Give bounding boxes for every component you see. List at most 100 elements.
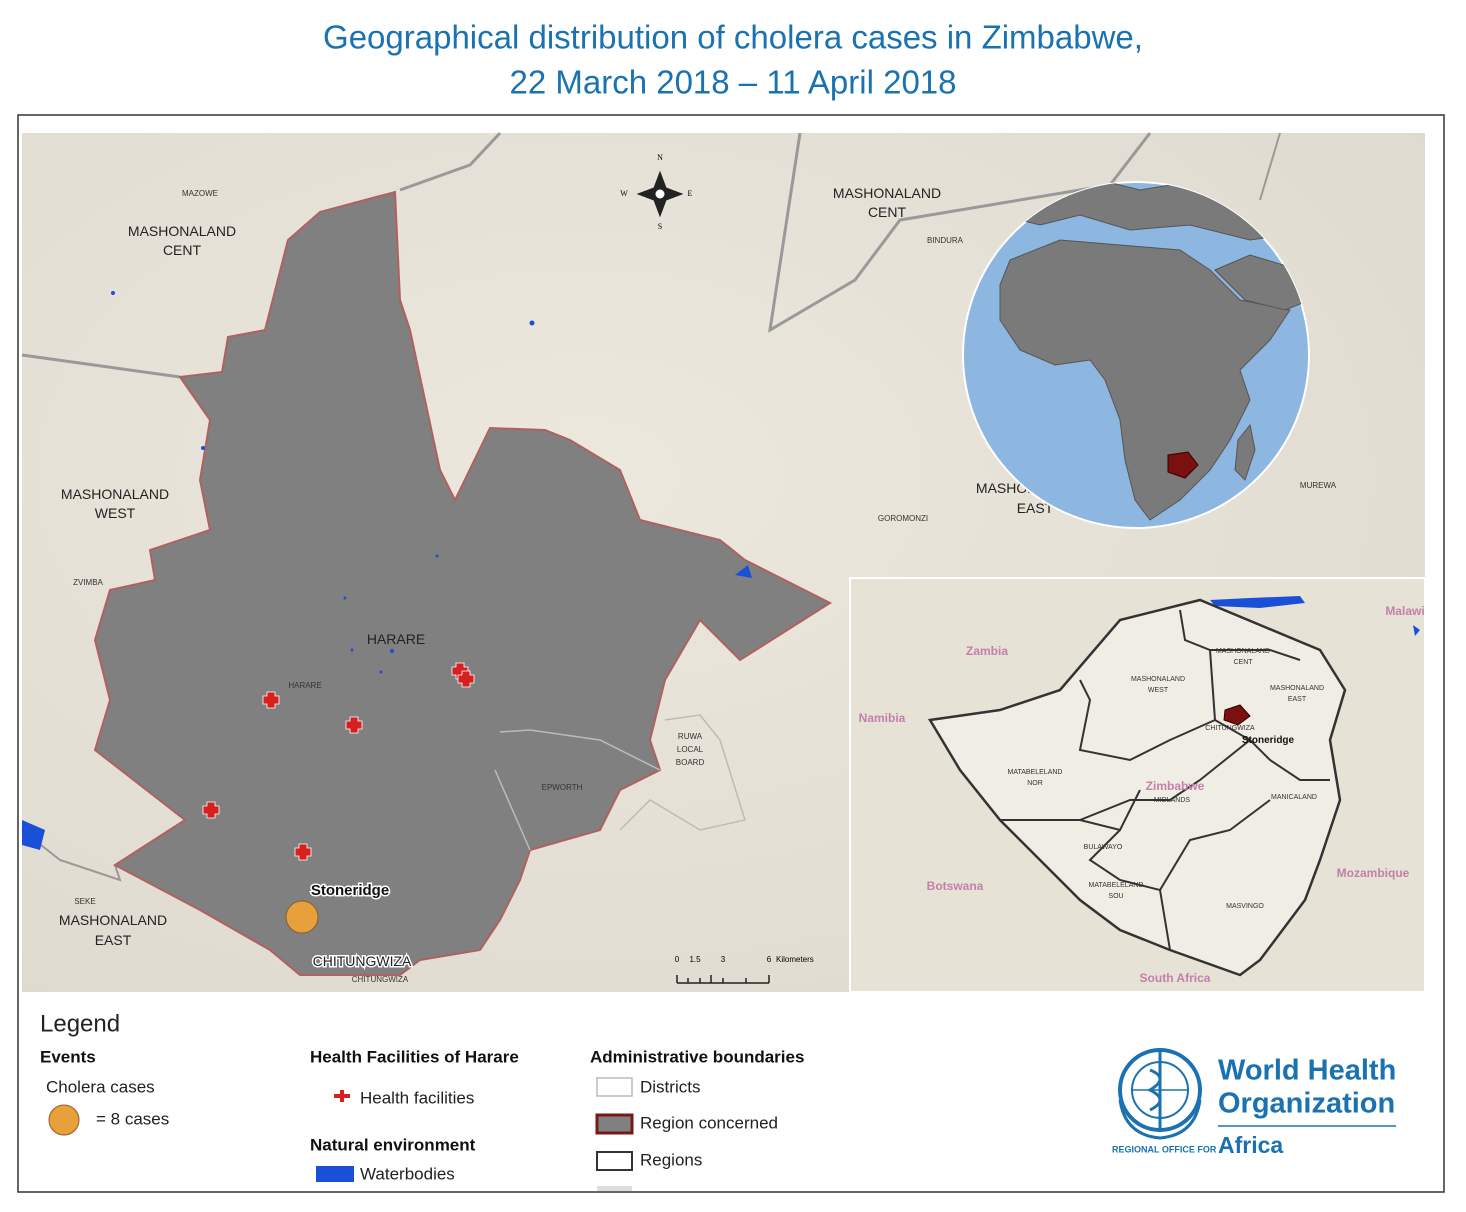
legend-subtitle: Cholera cases <box>46 1077 155 1096</box>
inset-label: CHITUNGWIZA <box>1205 725 1255 732</box>
inset-label: SOU <box>1108 893 1123 900</box>
map-label: WEST <box>95 505 136 521</box>
map-label: MASHONALAND <box>833 185 941 201</box>
map-label: MUREWA <box>1300 481 1337 490</box>
legend-item: Waterbodies <box>360 1164 455 1183</box>
legend-section: Health Facilities of Harare <box>310 1047 519 1066</box>
map-label: HARARE <box>367 631 425 647</box>
svg-text:Stoneridge: Stoneridge <box>1242 735 1295 746</box>
waterbodies <box>111 291 535 674</box>
boundary <box>399 131 502 192</box>
inset-label: MIDLANDS <box>1154 797 1191 804</box>
map-label: MAZOWE <box>182 189 218 198</box>
cholera-event <box>285 900 319 934</box>
district-boundary <box>499 729 661 771</box>
compass-label: E <box>688 189 693 198</box>
legend-section: Natural environment <box>310 1135 476 1154</box>
country-label: Zambia <box>966 644 1008 658</box>
inset-label: MASHONALAND <box>1131 676 1185 683</box>
svg-text:HARARE: HARARE <box>367 631 425 647</box>
country-label: Mozambique <box>1337 866 1410 880</box>
legend-item: Districts <box>640 1077 700 1096</box>
map-label: GOROMONZI <box>878 514 928 523</box>
inset-label: CENT <box>1233 659 1253 666</box>
legend-symbol <box>595 1113 634 1135</box>
inset-map: Zambia Malawi Namibia Botswana Zimbabwe … <box>849 577 1426 993</box>
map-label: BINDURA <box>927 236 964 245</box>
map-label: ZVIMBA <box>73 578 103 587</box>
office-label: REGIONAL OFFICE FOR <box>1112 1144 1217 1154</box>
title-line: Geographical distribution of cholera cas… <box>323 19 1143 56</box>
who-logo: World Health Organization REGIONAL OFFIC… <box>1112 1048 1396 1158</box>
country-label: Zimbabwe <box>1146 779 1205 793</box>
country-label: Malawi <box>1385 604 1424 618</box>
inset-label: MATABELELAND <box>1089 882 1144 889</box>
compass-label: S <box>658 222 662 231</box>
svg-text:BINDURA: BINDURA <box>927 236 964 245</box>
country-label: Botswana <box>927 879 984 893</box>
map-label: CHITUNGWIZA <box>352 975 409 984</box>
inset-label: BULAWAYO <box>1084 844 1123 851</box>
legend-item: Regions <box>640 1150 702 1169</box>
inset-label: MATABELELAND <box>1008 769 1063 776</box>
title-line: 22 March 2018 – 11 April 2018 <box>509 64 956 101</box>
legend-symbol <box>596 1151 633 1171</box>
legend-item: Health facilities <box>360 1088 474 1107</box>
map-label: CENT <box>868 204 907 220</box>
legend-symbol <box>316 1166 354 1182</box>
map-label: HARARE <box>288 681 321 690</box>
scale-label: 0 <box>675 955 680 964</box>
svg-text:Stoneridge: Stoneridge <box>311 882 389 899</box>
map-label: CHITUNGWIZA <box>313 953 412 969</box>
map-label: BOARD <box>676 758 705 767</box>
svg-text:MIDLANDS: MIDLANDS <box>1154 797 1191 804</box>
svg-text:CHITUNGWIZA: CHITUNGWIZA <box>313 953 412 969</box>
svg-text:MANICALAND: MANICALAND <box>1271 794 1317 801</box>
svg-text:CHITUNGWIZA: CHITUNGWIZA <box>352 975 409 984</box>
legend-section: Events <box>40 1047 96 1066</box>
map-label: EPWORTH <box>542 783 583 792</box>
map-label: CENT <box>163 242 202 258</box>
map-label: LOCAL <box>677 745 704 754</box>
svg-text:HARARE: HARARE <box>288 681 321 690</box>
country-label: South Africa <box>1140 971 1211 985</box>
inset-label: NOR <box>1027 780 1043 787</box>
legend-symbol <box>596 1077 633 1097</box>
scale-label: 1.5 <box>689 955 701 964</box>
boundary <box>768 132 1152 333</box>
region-label: Africa <box>1218 1132 1283 1158</box>
district-boundary <box>619 714 746 831</box>
waterbody <box>735 565 752 578</box>
map-label: MASHONALAND <box>128 223 236 239</box>
map-label: EAST <box>1017 500 1054 516</box>
legend-item: = 8 cases <box>96 1109 169 1128</box>
svg-text:MUREWA: MUREWA <box>1300 481 1337 490</box>
svg-text:SEKE: SEKE <box>74 897 95 906</box>
svg-text:MASVINGO: MASVINGO <box>1226 903 1264 910</box>
org-name: Organization <box>1218 1088 1395 1120</box>
inset-label: Stoneridge <box>1242 735 1295 746</box>
legend: Legend Events Cholera cases = 8 cases He… <box>40 1010 804 1191</box>
map-label: MASHONALAND <box>61 486 169 502</box>
map-label: Stoneridge <box>311 882 389 899</box>
svg-text:ZVIMBA: ZVIMBA <box>73 578 103 587</box>
scale-bar: 0 1.5 3 6 Kilometers <box>675 955 814 984</box>
scale-label: 6 <box>767 955 772 964</box>
country-label: Namibia <box>859 711 906 725</box>
legend-symbol <box>597 1186 632 1191</box>
compass-label: W <box>620 189 628 198</box>
svg-text:EPWORTH: EPWORTH <box>542 783 583 792</box>
legend-symbol <box>48 1104 80 1136</box>
map-label: MASHONALAND <box>59 912 167 928</box>
boundary <box>1259 132 1281 201</box>
globe-locator <box>962 181 1310 529</box>
legend-section: Administrative boundaries <box>590 1047 804 1066</box>
scale-unit: Kilometers <box>776 955 814 964</box>
